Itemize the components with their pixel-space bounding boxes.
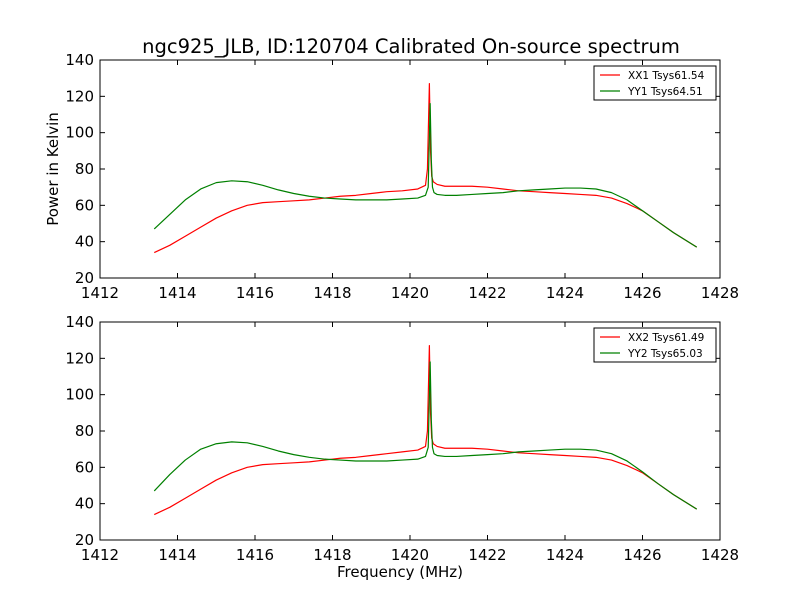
x-tick-label: 1412: [81, 546, 119, 564]
subplot-1: 1412 1414 1416 1418 1420 1422 1424 1426 1428 20 40…: [44, 51, 739, 302]
y-tick-label: 120: [65, 87, 94, 105]
y-tick-label: 60: [75, 196, 94, 214]
x-tick-label: 1412: [81, 284, 119, 302]
legend-box: [593, 327, 717, 363]
legend-label-xx: XX2 Tsys61.49: [628, 332, 704, 344]
x-tick-label: 1428: [701, 546, 739, 564]
y-axis-label: Power in Kelvin: [44, 112, 62, 226]
x-tick-label: 1424: [546, 284, 584, 302]
x-tick-label: 1428: [701, 284, 739, 302]
figure-title: ngc925_JLB, ID:120704 Calibrated On-sour…: [142, 35, 680, 58]
series-line-yy-1: [153, 102, 698, 248]
x-tick-label: 1426: [623, 546, 661, 564]
y-tick-label: 140: [65, 51, 94, 69]
subplot-2: 1412 1414 1416 1418 1420 1422 1424 1426 1428 20 40…: [65, 313, 739, 581]
y-tick-label: 20: [75, 269, 94, 287]
y-tick-label: 40: [75, 495, 94, 513]
legend-box: [593, 65, 717, 101]
x-tick-label: 1422: [468, 284, 506, 302]
y-tick-label: 80: [75, 160, 94, 178]
y-tick-label: 40: [75, 233, 94, 251]
y-tick-label: 100: [65, 386, 94, 404]
legend: XX2 Tsys61.49 YY2 Tsys65.03: [593, 327, 717, 363]
x-tick-label: 1416: [236, 284, 274, 302]
y-tick-label: 100: [65, 124, 94, 142]
y-tick-label: 20: [75, 531, 94, 549]
y-tick-label: 120: [65, 349, 94, 367]
x-tick-label: 1420: [391, 546, 429, 564]
x-tick-label: 1426: [623, 284, 661, 302]
x-tick-label: 1424: [546, 546, 584, 564]
subplots-container: 1412 1414 1416 1418 1420 1422 1424 1426 1428 20 40…: [44, 51, 739, 581]
y-tick-label: 80: [75, 422, 94, 440]
legend-label-xx: XX1 Tsys61.54: [628, 70, 705, 82]
y-tick-label: 60: [75, 458, 94, 476]
x-tick-label: 1418: [313, 546, 351, 564]
x-tick-label: 1414: [158, 284, 196, 302]
series-line-yy-2: [153, 361, 698, 510]
x-axis-label: Frequency (MHz): [337, 563, 463, 581]
legend: XX1 Tsys61.54 YY1 Tsys64.51: [593, 65, 717, 101]
legend-label-yy: YY1 Tsys64.51: [627, 86, 703, 98]
x-tick-label: 1422: [468, 546, 506, 564]
x-tick-label: 1416: [236, 546, 274, 564]
x-tick-label: 1418: [313, 284, 351, 302]
series-line-xx-2: [153, 345, 698, 516]
x-tick-label: 1420: [391, 284, 429, 302]
legend-label-yy: YY2 Tsys65.03: [627, 348, 703, 360]
x-tick-label: 1414: [158, 546, 196, 564]
y-tick-label: 140: [65, 313, 94, 331]
